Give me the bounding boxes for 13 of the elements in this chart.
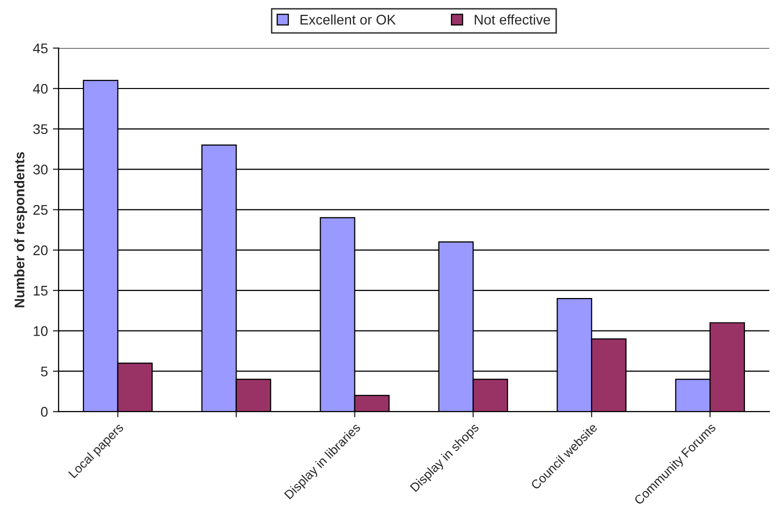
- y-axis-title: Number of respondents: [14, 152, 28, 308]
- y-tick-label: 20: [33, 245, 48, 256]
- legend-label: Excellent or OK: [300, 14, 396, 25]
- y-tick-label: 15: [34, 286, 48, 296]
- y-tick-label: 25: [33, 205, 48, 215]
- y-tick-label: 0: [40, 406, 48, 417]
- y-tick-label: 30: [33, 164, 48, 174]
- y-tick-label: 35: [33, 124, 48, 134]
- y-tick-label: 5: [40, 366, 48, 376]
- y-tick-label: 40: [33, 84, 48, 94]
- y-tick-label: 45: [33, 44, 48, 54]
- y-tick-label: 10: [34, 326, 48, 336]
- legend-label: Not effective: [474, 14, 550, 25]
